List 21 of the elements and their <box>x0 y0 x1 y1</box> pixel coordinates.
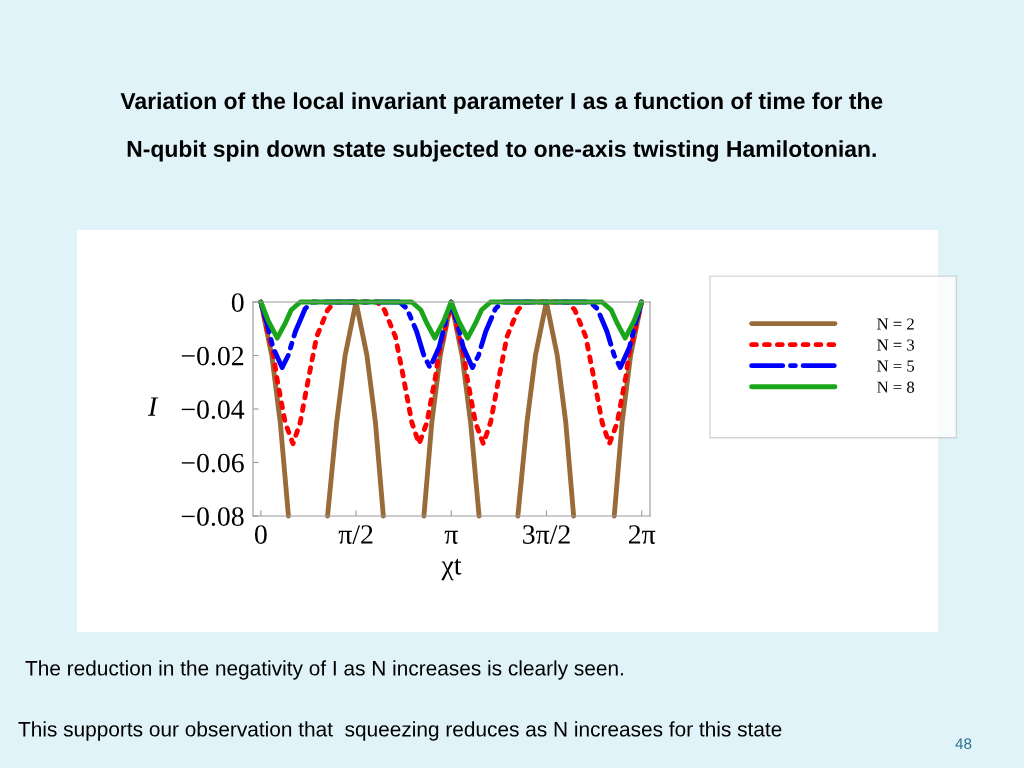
x-tick-label: 0 <box>254 525 267 544</box>
x-tick-label: π/2 <box>338 525 373 544</box>
y-tick-label: −0.04 <box>181 400 245 420</box>
text: This supports our observation that squeezing reduces as N increases for this state <box>18 721 782 741</box>
text: N = 5 <box>877 360 915 372</box>
x-axis-title: χt <box>441 558 462 581</box>
y-tick-label: −0.06 <box>181 453 244 473</box>
y-tick-label: −0.02 <box>181 346 244 366</box>
y-axis-title: I <box>147 397 159 416</box>
x-tick-label: 2π <box>628 525 656 544</box>
x-tick-label: 3π/2 <box>523 525 570 544</box>
y-tick-label: −0.08 <box>181 507 244 527</box>
text: N = 8 <box>877 381 915 393</box>
text: N = 2 <box>877 318 914 330</box>
y-tick-label: 0 <box>231 293 244 312</box>
text: N = 3 <box>877 339 915 351</box>
text: The reduction in the negativity of I as N increases is clearly seen. <box>25 660 623 680</box>
text: 48 <box>955 738 972 750</box>
x-tick-label: π <box>444 530 458 544</box>
chart-title: Variation of the local invariant parameter I as a function of time for the N-qubit spin down state subjected to one-axis twisting Hamilotonian. <box>120 92 883 162</box>
line-series <box>258 299 644 341</box>
